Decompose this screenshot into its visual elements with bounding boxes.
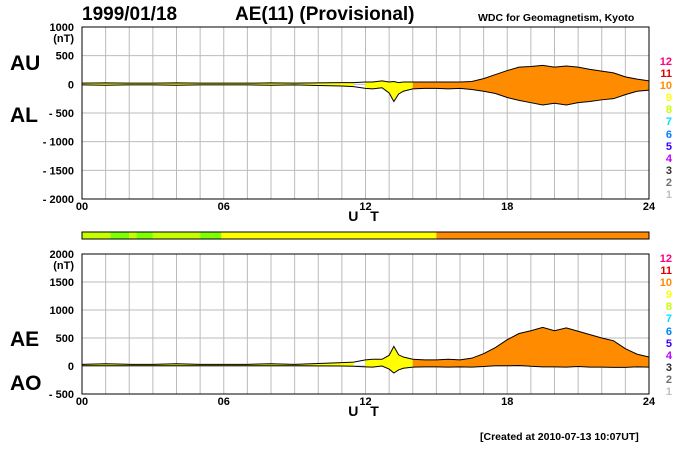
chart-title: AE(11) (Provisional) bbox=[235, 4, 415, 25]
y-tick-label: 2000 bbox=[50, 249, 74, 261]
x-axis-label: U T bbox=[348, 208, 383, 224]
activity-segment bbox=[129, 232, 137, 239]
legend-item: 3 bbox=[665, 361, 672, 374]
x-tick-label: 24 bbox=[643, 396, 656, 408]
activity-segment bbox=[152, 232, 201, 239]
legend-bottom: 12 11 10 9 8 7 6 5 4 3 2 1 bbox=[650, 253, 672, 398]
legend-item: 12 bbox=[659, 253, 672, 265]
legend-item: 7 bbox=[665, 313, 672, 326]
legend-item: 8 bbox=[665, 301, 672, 314]
legend-item: 4 bbox=[665, 152, 672, 165]
y-tick-label: - 1000 bbox=[43, 137, 74, 149]
x-tick-label: 18 bbox=[501, 201, 513, 213]
legend-item: 6 bbox=[665, 128, 672, 141]
legend-item: 2 bbox=[665, 176, 672, 189]
source-label: WDC for Geomagnetism, Kyoto bbox=[478, 12, 635, 24]
activity-bar-frame bbox=[81, 231, 650, 240]
legend-item: 7 bbox=[665, 116, 672, 129]
series-line-al bbox=[81, 84, 650, 106]
activity-segment bbox=[110, 232, 130, 239]
chart-panel-1: 2000 1500 1000 500 0 - 500 (nT) 00 06 12 18 24 U T bbox=[49, 249, 656, 419]
y-tick-label: - 500 bbox=[49, 108, 74, 120]
legend-item: 3 bbox=[665, 164, 672, 177]
legend-item: 12 bbox=[659, 56, 672, 68]
series-line-au bbox=[81, 64, 650, 84]
date-label: 1999/01/18 bbox=[82, 4, 178, 25]
legend-item: 9 bbox=[665, 92, 672, 105]
y-tick-label: 0 bbox=[68, 361, 74, 373]
legend-item: 6 bbox=[665, 325, 672, 338]
x-tick-label: 00 bbox=[76, 396, 88, 408]
y-tick-label: - 500 bbox=[49, 389, 74, 401]
y-tick-label: 1000 bbox=[50, 305, 74, 317]
created-label: [Created at 2010-07-13 10:07UT] bbox=[480, 431, 639, 443]
y-tick-label: - 1500 bbox=[43, 165, 74, 177]
activity-bar bbox=[81, 231, 650, 240]
x-tick-label: 06 bbox=[218, 396, 230, 408]
y-tick-label: - 2000 bbox=[43, 194, 74, 206]
au-label: AU bbox=[10, 52, 41, 75]
x-tick-label: 18 bbox=[501, 396, 513, 408]
area-fill bbox=[365, 80, 413, 102]
x-tick-label: 12 bbox=[359, 396, 371, 408]
legend-top: 12 11 10 9 8 7 6 5 4 3 2 1 bbox=[650, 56, 672, 201]
legend-item: 1 bbox=[665, 189, 672, 202]
activity-segment bbox=[436, 232, 649, 239]
area-fill bbox=[412, 327, 649, 368]
x-tick-label: 24 bbox=[643, 201, 656, 213]
legend-item: 9 bbox=[665, 289, 672, 302]
activity-segment bbox=[200, 232, 222, 239]
activity-segment bbox=[221, 232, 437, 239]
al-label: AL bbox=[10, 104, 38, 127]
x-tick-label: 12 bbox=[359, 201, 371, 213]
ae-label: AE bbox=[10, 328, 40, 351]
activity-segment bbox=[136, 232, 153, 239]
x-axis-label: U T bbox=[348, 403, 383, 419]
chart-panel-0: 1000 500 0 - 500 - 1000 - 1500 - 2000 (nT) 00 06 1… bbox=[43, 22, 656, 224]
legend-item: 10 bbox=[659, 277, 672, 290]
legend-item: 10 bbox=[659, 80, 672, 93]
plot-frame bbox=[81, 253, 650, 395]
legend-item: 11 bbox=[660, 265, 672, 278]
x-tick-label: 00 bbox=[76, 201, 88, 213]
y-tick-label: 1000 bbox=[50, 22, 74, 34]
legend-item: 2 bbox=[665, 373, 672, 386]
y-tick-label: 1500 bbox=[50, 277, 74, 289]
legend-item: 11 bbox=[660, 68, 672, 81]
unit-label: (nT) bbox=[53, 33, 74, 45]
y-tick-label: 500 bbox=[56, 51, 74, 63]
legend-item: 5 bbox=[665, 140, 672, 153]
unit-label: (nT) bbox=[53, 260, 74, 272]
y-tick-label: 500 bbox=[56, 333, 74, 345]
legend-item: 1 bbox=[665, 386, 672, 399]
series-line-ae bbox=[81, 326, 650, 365]
legend-item: 4 bbox=[665, 349, 672, 362]
series-line-ao bbox=[82, 364, 650, 374]
activity-segment bbox=[82, 232, 111, 239]
legend-item: 5 bbox=[665, 337, 672, 350]
plot-frame bbox=[81, 26, 650, 200]
y-tick-label: 0 bbox=[68, 79, 74, 91]
ao-label: AO bbox=[10, 372, 42, 395]
legend-item: 8 bbox=[665, 104, 672, 117]
x-tick-label: 06 bbox=[218, 201, 230, 213]
area-fill bbox=[412, 65, 649, 105]
